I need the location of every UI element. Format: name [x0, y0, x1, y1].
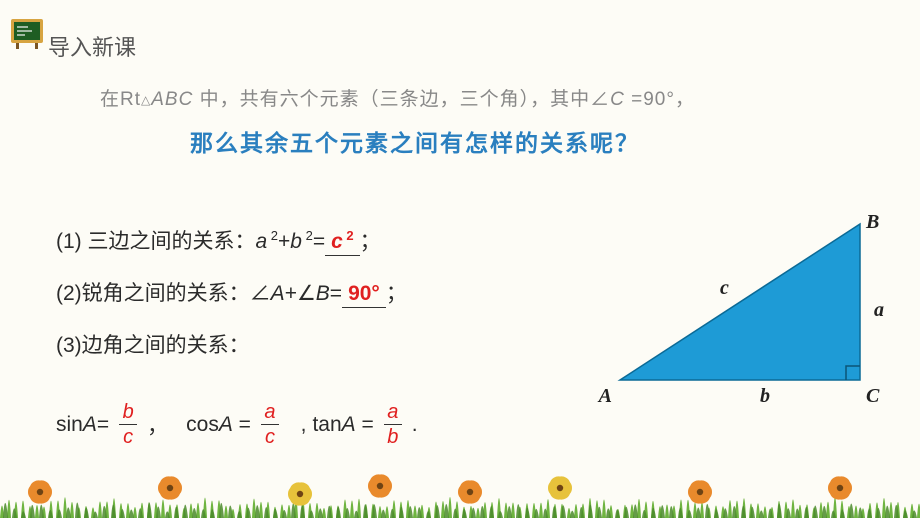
l1-prefix: (1) 三边之间的关系：	[56, 230, 256, 253]
plus2: +	[285, 282, 297, 305]
cos-eq: =	[233, 413, 251, 436]
body-content: (1) 三边之间的关系：a 2+b 2=c 2； (2)锐角之间的关系：∠A+∠…	[56, 210, 407, 372]
sin-label: sinA=	[56, 413, 109, 437]
comma2: ,	[289, 413, 307, 437]
line-3: (3)边角之间的关系：	[56, 320, 407, 372]
plus: +	[278, 230, 290, 253]
chalkboard-icon	[10, 18, 44, 55]
angle-A: A	[271, 282, 285, 305]
trig-ratios: sinA= b c ， cosA = a c , tanA = a b .	[56, 400, 418, 449]
line-2: (2)锐角之间的关系：∠A+∠B=90°；	[56, 268, 407, 320]
var-a: a	[256, 230, 268, 253]
tan-label: tanA =	[312, 413, 373, 437]
ans-c-sq: 2	[343, 228, 354, 243]
angle-B: B	[316, 282, 330, 305]
cos-A: A	[219, 413, 233, 436]
sin-text: sin	[56, 413, 83, 436]
cos-label: cosA =	[186, 413, 251, 437]
emphasis-question: 那么其余五个元素之间有怎样的关系呢？	[190, 124, 640, 158]
frac-sin: b c	[119, 400, 137, 449]
period: .	[412, 413, 418, 437]
sin-num: b	[120, 400, 137, 424]
comma1: ，	[147, 410, 168, 440]
intro-line: 在Rt△ABC 中，共有六个元素（三条边，三个角），其中∠C =90°，	[100, 84, 695, 111]
svg-text:A: A	[597, 385, 612, 407]
intro-suffix: =90°，	[631, 89, 695, 110]
intro-prefix: 在Rt	[100, 89, 141, 110]
intro-abc: ABC	[151, 89, 199, 110]
svg-text:a: a	[874, 299, 884, 321]
ans-c: c	[331, 230, 343, 253]
svg-text:B: B	[865, 211, 879, 233]
sin-A: A	[83, 413, 97, 436]
right-triangle-figure: A B Ca b c	[590, 210, 890, 410]
l2-prefix: (2)锐角之间的关系：∠	[56, 282, 271, 305]
semi2: ；	[386, 282, 407, 305]
line-1: (1) 三边之间的关系：a 2+b 2=c 2；	[56, 210, 407, 268]
cos-text: cos	[186, 413, 219, 436]
triangle-symbol: △	[141, 93, 151, 107]
tan-text: tan	[312, 413, 341, 436]
eq1: =	[313, 230, 325, 253]
cos-den: c	[262, 425, 278, 449]
blank-2: 90°	[342, 282, 386, 308]
eq2: =	[330, 282, 342, 305]
tan-num: a	[384, 400, 401, 424]
tan-den: b	[384, 425, 401, 449]
sin-den: c	[120, 425, 136, 449]
section-heading: 导入新课	[48, 30, 136, 62]
svg-text:b: b	[760, 385, 770, 407]
frac-tan: a b	[384, 400, 402, 449]
blank-1: c 2	[325, 230, 360, 256]
cos-num: a	[261, 400, 278, 424]
tan-A: A	[342, 413, 356, 436]
tan-eq: =	[356, 413, 374, 436]
svg-text:C: C	[866, 385, 880, 407]
frac-cos: a c	[261, 400, 279, 449]
var-b: b	[290, 230, 302, 253]
sq2: 2	[302, 228, 313, 243]
intro-c: C	[610, 89, 631, 110]
ans-90: 90°	[348, 282, 380, 305]
intro-mid: 中，共有六个元素（三条边，三个角），其中∠	[200, 89, 611, 110]
semi1: ；	[360, 230, 381, 253]
svg-text:c: c	[720, 277, 729, 299]
sq1: 2	[267, 228, 278, 243]
grass-decoration	[0, 458, 920, 518]
